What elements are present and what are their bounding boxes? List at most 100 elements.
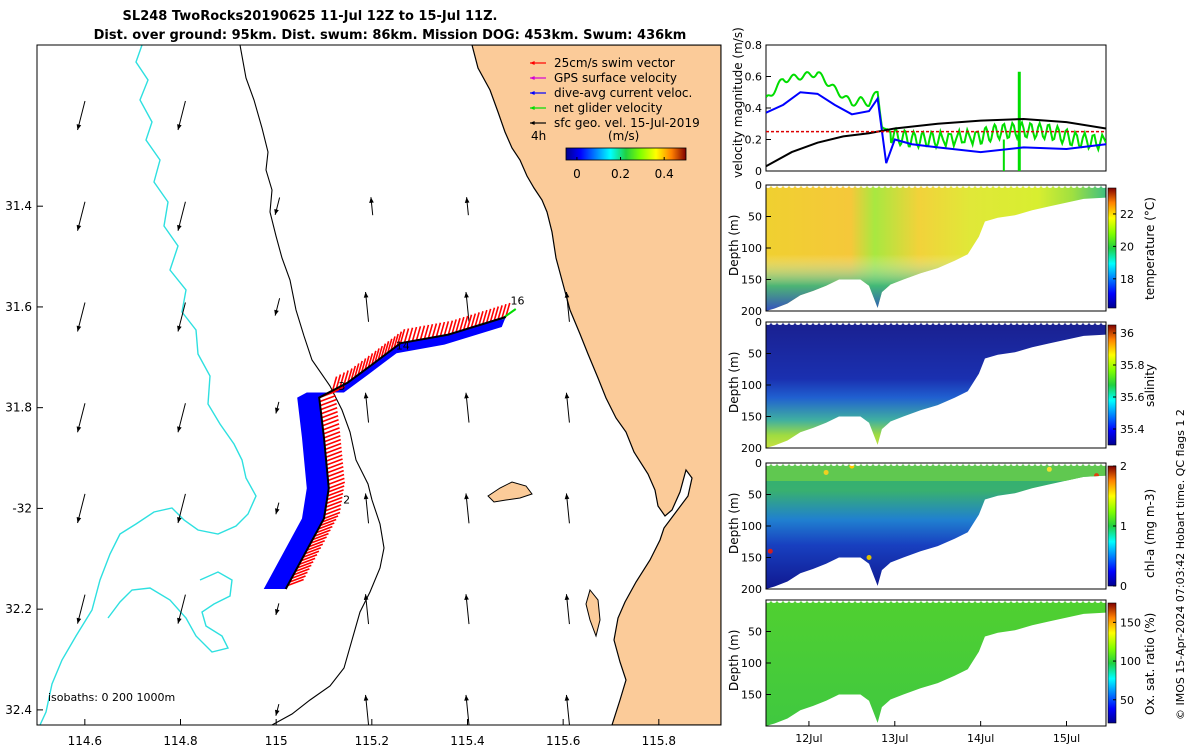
track-map: 16 14 3 2 114.6 114.8 115 115.2 115.4 115.6 115.8…	[5, 44, 722, 748]
chla-colorbar-tick-label: 0	[1120, 580, 1127, 593]
colorbar-tick-label: 0	[573, 167, 581, 181]
swim-vector	[328, 477, 345, 486]
legend-label: GPS surface velocity	[554, 71, 677, 85]
isobath-1000m-loop	[107, 571, 233, 653]
chla-y-tick-label: 200	[741, 583, 762, 596]
map-y-tick-label: 32.2	[5, 602, 32, 616]
dac-current-band	[263, 317, 506, 589]
swim-vector	[302, 550, 320, 559]
chla-hotspot	[823, 469, 829, 475]
oxygen-y-tick-label: 150	[741, 689, 762, 702]
swim-vector	[371, 350, 377, 366]
swim-vector	[493, 306, 500, 321]
swim-vector	[287, 578, 304, 587]
geo-vector-arrow	[464, 493, 470, 524]
swim-vector	[319, 394, 336, 403]
salinity-y-tick-label: 0	[755, 316, 762, 329]
temperature-y-tick-label: 0	[755, 179, 762, 192]
oxygen-colorbar-label: Ox. sat. ratio (%)	[1143, 613, 1157, 715]
geo-vector-arrow	[464, 694, 470, 725]
geo-vector-arrow	[76, 302, 86, 332]
track-day-label: 3	[338, 380, 345, 393]
swim-vector	[308, 539, 325, 548]
swim-vector	[324, 438, 342, 447]
swim-vector	[323, 427, 340, 435]
velocity-y-label: velocity magnitude (m/s)	[731, 27, 745, 178]
swim-vector	[321, 515, 339, 523]
time-x-tick-label: 12Jul	[795, 732, 822, 745]
time-x-tick-label: 15Jul	[1053, 732, 1080, 745]
swim-vector	[320, 406, 338, 415]
geo-vector-arrow	[76, 403, 86, 433]
swim-vector	[390, 336, 396, 351]
legend-label: 25cm/s swim vector	[554, 56, 675, 70]
track-labels: 16 14 3 2	[338, 294, 524, 506]
time-x-tick-label: 13Jul	[881, 732, 908, 745]
salinity-colorbar-label: salinity	[1143, 364, 1157, 407]
chla-y-tick-label: 150	[741, 552, 762, 565]
velocity-axes	[765, 44, 1107, 172]
isobath-1000m	[39, 45, 257, 725]
swim-vector	[447, 320, 454, 335]
swim-vector	[478, 311, 484, 326]
swim-vector	[306, 543, 324, 551]
geo-vector-arrow	[274, 502, 280, 515]
swim-vector	[497, 305, 503, 320]
geo-vector-arrow	[363, 291, 370, 322]
swim-vector	[322, 423, 340, 431]
map-x-tick-label: 114.8	[163, 734, 197, 748]
temperature-y-tick-label: 200	[741, 305, 762, 318]
swim-vector	[374, 348, 380, 363]
map-x-tick-label: 115.4	[450, 734, 484, 748]
salinity-y-tick-label: 100	[741, 379, 762, 392]
legend-arrow	[530, 76, 546, 80]
map-y-ticks: 31.4 31.6 31.8 -32 32.2 32.4	[5, 199, 43, 717]
swim-vector	[451, 319, 457, 334]
swim-vector	[327, 469, 344, 478]
geo-vector-arrow	[363, 694, 370, 725]
colorbar-tick-label: 0.4	[655, 167, 674, 181]
temperature-colorbar-tick-label: 20	[1120, 240, 1134, 253]
swim-vector	[331, 376, 338, 391]
temperature-y-tick-label: 100	[741, 242, 762, 255]
salinity-panel: 0 50 100 150 200 Depth (m) 35.4 35.6 35.8 36 salin…	[727, 316, 1157, 455]
swim-vector	[314, 529, 331, 537]
legend-label: dive-avg current veloc.	[554, 86, 692, 100]
map-x-ticks: 114.6 114.8 115 115.2 115.4 115.6 115.8	[68, 719, 676, 748]
oxygen-y-label: Depth (m)	[727, 630, 741, 691]
figure-title-line2: Dist. over ground: 95km. Dist. swum: 86k…	[94, 28, 687, 43]
swim-vector	[326, 496, 343, 505]
legend-label: sfc geo. vel. 15-Jul-2019	[554, 116, 700, 130]
swim-vector	[300, 554, 318, 562]
temperature-colorbar-tick-label: 18	[1120, 273, 1134, 286]
swim-vector	[357, 360, 363, 376]
velocity-y-tick-label: 0.8	[745, 39, 763, 52]
velocity-line-geo	[766, 118, 1106, 168]
geo-vector-arrow	[464, 594, 470, 625]
map-x-tick-label: 115	[265, 734, 288, 748]
salinity-colorbar-tick-label: 35.8	[1120, 359, 1145, 372]
map-y-tick-label: 31.8	[5, 401, 32, 415]
chla-y-tick-label: 50	[748, 489, 762, 502]
geo-vector-arrow	[363, 594, 370, 625]
chla-y-tick-label: 100	[741, 520, 762, 533]
legend-arrow	[530, 121, 546, 125]
colorbar-tick-label: 0.2	[611, 167, 630, 181]
swim-vector	[419, 325, 426, 340]
swim-vector	[310, 536, 327, 544]
swim-vector	[327, 473, 345, 482]
swim-vector	[489, 307, 496, 322]
swim-vector	[423, 324, 430, 340]
chla-hotspot	[1046, 466, 1052, 472]
swim-vector	[435, 322, 442, 337]
salinity-y-label: Depth (m)	[727, 352, 741, 413]
oxygen-colorbar-tick-label: 100	[1120, 655, 1141, 668]
geo-vector-arrow	[177, 100, 186, 131]
geo-vector-arrow	[76, 493, 86, 524]
velocity-y-tick-label: 0.6	[745, 71, 763, 84]
swim-vector	[335, 374, 342, 389]
swim-vector	[291, 571, 308, 580]
map-y-tick-label: -32	[12, 501, 32, 515]
